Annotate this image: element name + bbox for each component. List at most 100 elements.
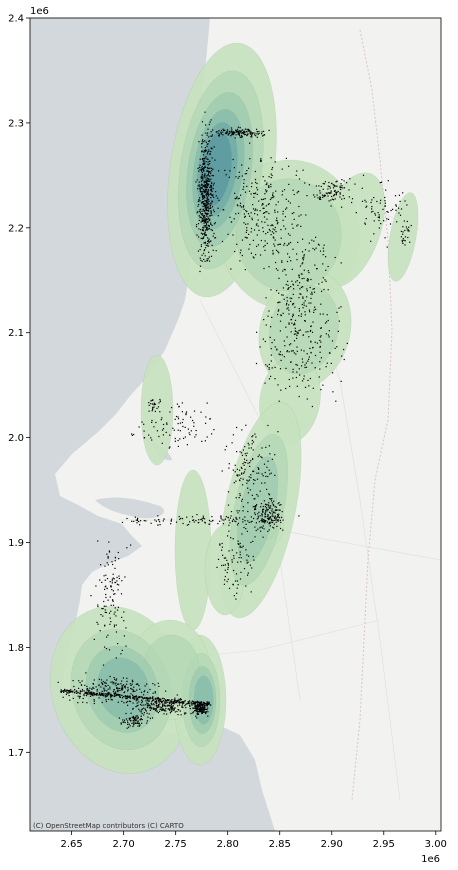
data-point [198,519,200,521]
data-point [139,710,141,712]
data-point [301,273,303,275]
data-point [160,706,162,708]
data-point [237,205,239,207]
data-point [200,194,202,196]
data-point [307,278,309,280]
data-point [270,173,272,175]
x-tick-label: 2.90 [321,839,343,850]
data-point [371,206,373,208]
data-point [247,128,250,130]
data-point [162,434,164,436]
data-point [198,198,200,201]
data-point [227,504,230,506]
data-point [261,515,263,517]
data-point [120,688,123,691]
data-point [146,683,148,685]
data-point [131,722,133,724]
data-point [105,699,107,701]
data-point [241,500,243,502]
data-point [198,166,201,168]
data-point [206,207,208,209]
data-point [215,131,217,133]
data-point [205,149,207,152]
data-point [268,266,270,268]
data-point [222,134,224,136]
data-point [202,517,204,519]
data-point [147,705,149,707]
data-point [245,133,247,135]
data-point [136,719,138,721]
data-point [404,240,406,242]
data-point [264,249,266,251]
data-point [266,466,268,468]
kde-contour-level [236,178,342,292]
data-point [116,689,118,691]
data-point [170,520,172,522]
data-point [154,697,156,700]
data-point [194,436,196,438]
data-point [114,556,116,558]
data-point [249,489,251,491]
data-point [252,239,254,241]
data-point [267,530,269,532]
data-point [176,403,178,405]
data-point [235,518,237,520]
data-point [282,294,284,296]
data-point [195,181,197,183]
data-point [349,178,351,180]
data-point [332,372,334,374]
data-point [236,197,238,199]
data-point [194,705,196,707]
data-point [141,719,143,721]
kde-contour-level [387,192,419,282]
data-point [202,208,204,210]
data-point [224,132,226,134]
data-point [131,681,134,683]
data-point [253,257,255,259]
data-point [140,718,143,720]
data-point [272,194,274,196]
data-point [253,498,255,500]
data-point [281,354,283,356]
data-point [203,220,205,222]
data-point [336,185,338,187]
data-point [206,204,208,206]
data-point [394,195,397,197]
data-point [210,192,212,194]
data-point [92,682,94,685]
data-point [220,515,222,517]
data-point [189,521,191,523]
data-point [117,589,119,591]
data-point [212,168,214,170]
data-point [240,557,242,559]
data-point [254,134,256,136]
data-point [235,480,237,482]
data-point [237,561,239,563]
data-point [310,325,312,327]
data-point [218,135,220,137]
data-point [249,215,251,217]
data-point [244,215,246,217]
data-point [136,705,138,707]
data-point [243,182,245,184]
data-point [296,259,298,261]
data-point [256,128,258,130]
data-point [309,330,311,332]
data-point [201,233,204,235]
data-point [130,544,132,546]
data-point [271,316,273,318]
data-point [248,130,250,132]
data-point [204,173,206,175]
data-point [209,163,211,165]
data-point [147,691,149,693]
data-point [193,702,195,704]
data-point [261,133,263,135]
data-point [188,523,190,526]
data-point [136,715,138,717]
data-point [324,195,326,197]
data-point [80,684,82,686]
data-point [202,189,204,191]
data-point [236,196,238,198]
data-point [273,232,275,234]
data-point [137,725,139,727]
